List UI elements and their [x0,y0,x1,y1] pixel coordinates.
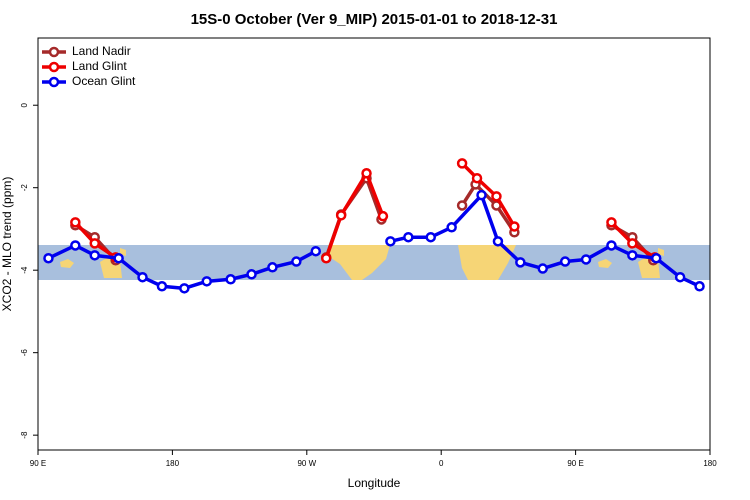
point [650,252,662,264]
legend-label: Land Glint [72,59,127,73]
x-axis-label: Longitude [348,476,401,490]
point [335,210,347,221]
legend-marker [48,76,60,88]
y-tick-label: -4 [20,266,29,274]
plot-frame [37,37,711,451]
y-tick-label: 0 [20,102,29,107]
point [559,256,571,267]
point [515,257,526,268]
point [627,238,638,249]
x-tick-label: 90 W [297,459,316,468]
point [43,252,54,264]
legend-marker [48,46,60,58]
point [403,231,414,243]
point [70,240,81,251]
x-tick-label: 180 [703,459,717,468]
chart-title: 15S-0 October (Ver 9_MIP) 2015-01-01 to … [191,11,558,28]
point [156,281,168,292]
point [70,217,81,228]
point [89,238,100,249]
point [137,271,148,283]
point [476,189,487,201]
legend-label: Ocean Glint [72,74,136,88]
y-tick-label: -6 [20,349,29,357]
point [225,274,236,285]
y-tick-label: -8 [20,431,29,439]
point [606,240,617,251]
point [627,250,638,261]
legend-marker [48,61,60,73]
point [491,191,502,202]
point [606,217,617,228]
point [492,236,504,247]
point [694,281,705,292]
y-axis-label: XCO2 - MLO trend (ppm) [0,177,14,312]
point [377,210,389,222]
legend-label: Land Nadir [72,44,131,58]
point [537,263,548,274]
point [674,271,686,283]
point [471,172,483,184]
x-tick-label: 180 [166,459,180,468]
point [580,254,592,265]
x-tick-label: 90 E [30,459,46,468]
point [179,283,190,294]
point [267,262,278,273]
x-tick-label: 90 E [567,459,583,468]
map-strip [38,245,710,280]
point [113,252,124,264]
point [456,200,468,211]
point [509,221,520,232]
point [291,256,302,267]
point [246,269,257,280]
point [320,252,332,264]
y-tick-label: -2 [20,184,29,192]
point [425,231,436,243]
point [310,245,322,257]
point [361,168,372,179]
point [385,236,396,247]
x-tick-label: 0 [439,459,444,468]
point [446,222,457,233]
point [89,250,100,261]
point [456,158,468,169]
point [201,276,212,287]
